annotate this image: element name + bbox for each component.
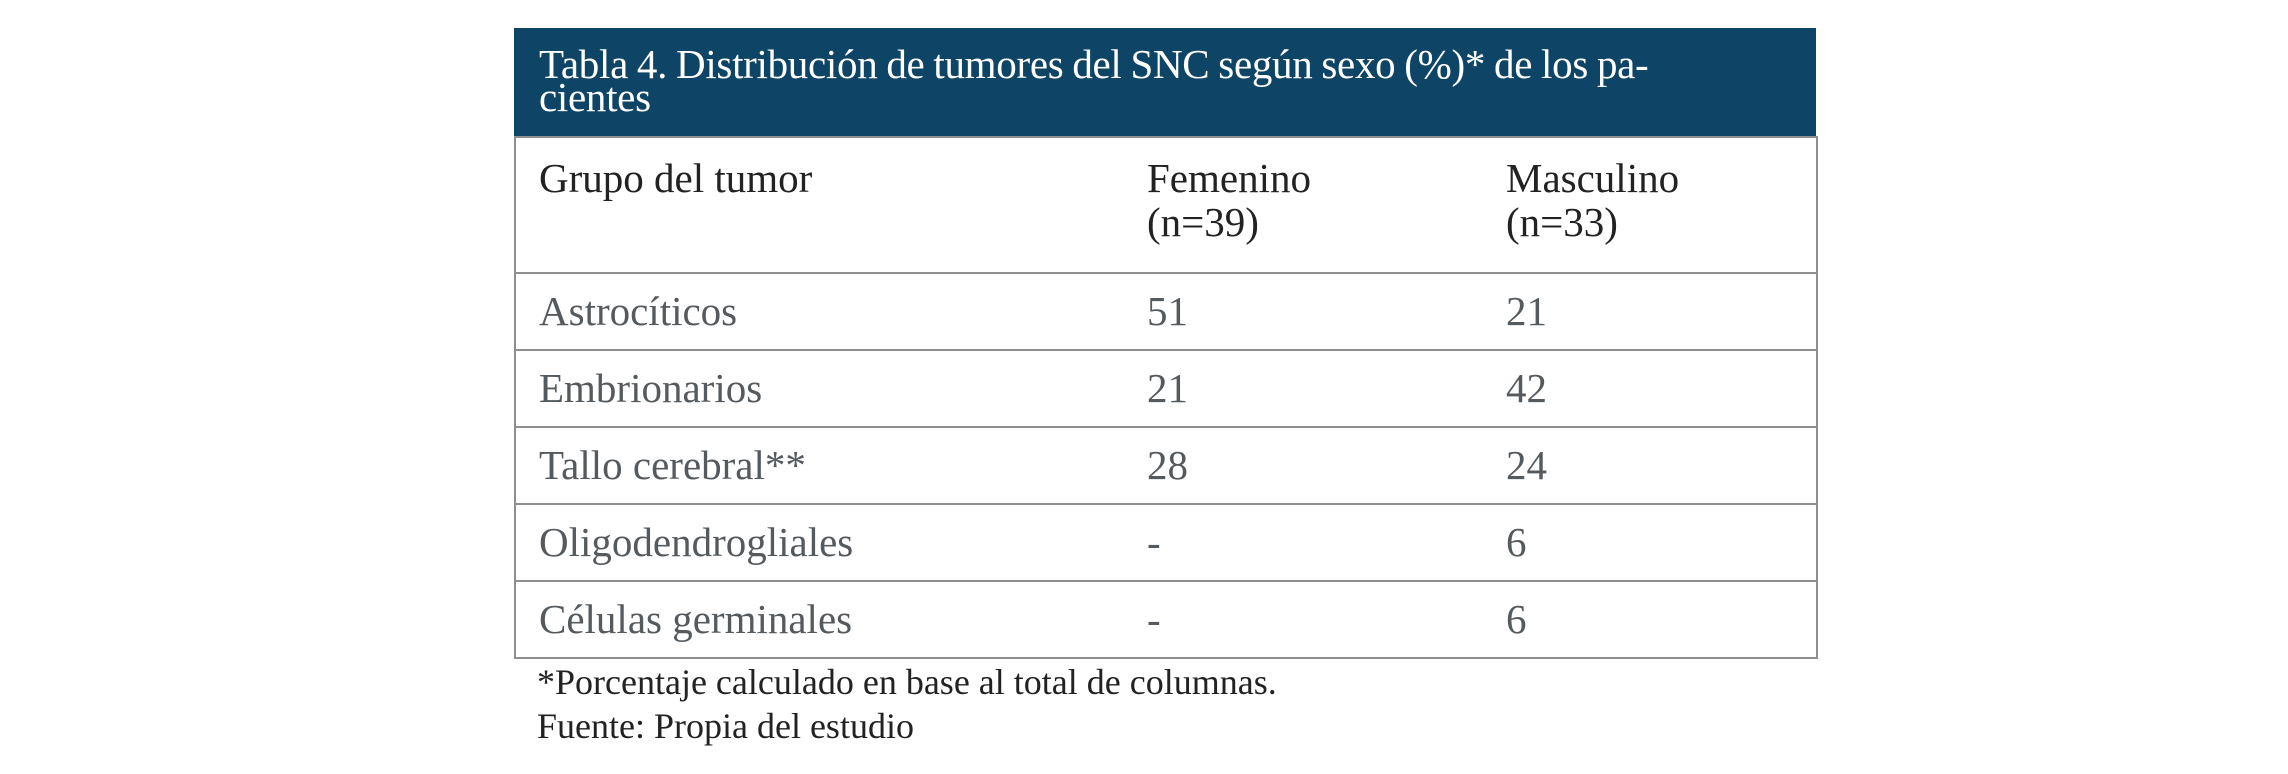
table-caption-line-2: cientes bbox=[539, 74, 651, 120]
cell-male: 6 bbox=[1483, 580, 1818, 659]
cell-group: Embrionarios bbox=[514, 349, 1124, 428]
table-row: Oligodendrogliales - 6 bbox=[514, 503, 1818, 582]
table-row: Astrocíticos 51 21 bbox=[514, 272, 1818, 351]
tumor-distribution-table: Tabla 4. Distribución de tumores del SNC… bbox=[514, 28, 1818, 659]
data-table: Grupo del tumor Femenino (n=39) Masculin… bbox=[514, 136, 1818, 659]
cell-group: Tallo cerebral** bbox=[514, 426, 1124, 505]
header-female: Femenino (n=39) bbox=[1124, 136, 1483, 274]
header-male-n: (n=33) bbox=[1506, 199, 1618, 245]
header-row: Grupo del tumor Femenino (n=39) Masculin… bbox=[514, 136, 1818, 274]
table-caption-line-1: Tabla 4. Distribución de tumores del SNC… bbox=[539, 41, 1649, 87]
cell-female: 21 bbox=[1124, 349, 1483, 428]
cell-female: 51 bbox=[1124, 272, 1483, 351]
table-caption: Tabla 4. Distribución de tumores del SNC… bbox=[514, 28, 1816, 136]
header-group: Grupo del tumor bbox=[514, 136, 1124, 274]
footnote-percent: *Porcentaje calculado en base al total d… bbox=[537, 662, 1277, 702]
cell-male: 42 bbox=[1483, 349, 1818, 428]
table-footnotes: *Porcentaje calculado en base al total d… bbox=[537, 660, 1277, 748]
cell-group: Células germinales bbox=[514, 580, 1124, 659]
cell-group: Oligodendrogliales bbox=[514, 503, 1124, 582]
cell-male: 6 bbox=[1483, 503, 1818, 582]
header-female-label: Femenino bbox=[1147, 155, 1311, 201]
cell-group: Astrocíticos bbox=[514, 272, 1124, 351]
header-group-label: Grupo del tumor bbox=[539, 155, 813, 201]
footnote-source: Fuente: Propia del estudio bbox=[537, 706, 914, 746]
table-row: Células germinales - 6 bbox=[514, 580, 1818, 659]
cell-female: - bbox=[1124, 580, 1483, 659]
table-row: Embrionarios 21 42 bbox=[514, 349, 1818, 428]
header-male: Masculino (n=33) bbox=[1483, 136, 1818, 274]
cell-male: 21 bbox=[1483, 272, 1818, 351]
cell-female: 28 bbox=[1124, 426, 1483, 505]
cell-female: - bbox=[1124, 503, 1483, 582]
header-female-n: (n=39) bbox=[1147, 199, 1259, 245]
header-male-label: Masculino bbox=[1506, 155, 1680, 201]
table-row: Tallo cerebral** 28 24 bbox=[514, 426, 1818, 505]
cell-male: 24 bbox=[1483, 426, 1818, 505]
